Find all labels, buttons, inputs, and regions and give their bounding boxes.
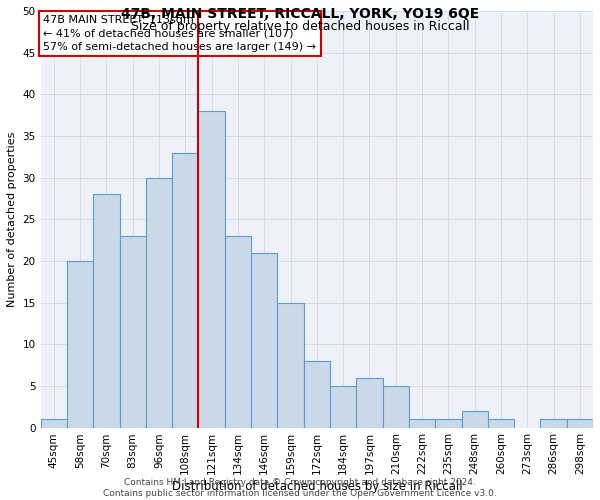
- Bar: [199, 111, 225, 428]
- Bar: [330, 386, 356, 428]
- Bar: [251, 252, 277, 428]
- Y-axis label: Number of detached properties: Number of detached properties: [7, 132, 17, 307]
- Bar: [435, 419, 461, 428]
- Text: Contains HM Land Registry data © Crown copyright and database right 2024.
Contai: Contains HM Land Registry data © Crown c…: [103, 478, 497, 498]
- Bar: [541, 419, 567, 428]
- X-axis label: Distribution of detached houses by size in Riccall: Distribution of detached houses by size …: [172, 480, 462, 493]
- Text: Size of property relative to detached houses in Riccall: Size of property relative to detached ho…: [131, 20, 469, 33]
- Bar: [356, 378, 383, 428]
- Bar: [304, 361, 330, 428]
- Bar: [41, 419, 67, 428]
- Text: 47B, MAIN STREET, RICCALL, YORK, YO19 6QE: 47B, MAIN STREET, RICCALL, YORK, YO19 6Q…: [121, 8, 479, 22]
- Bar: [488, 419, 514, 428]
- Bar: [383, 386, 409, 428]
- Bar: [67, 261, 93, 428]
- Bar: [277, 302, 304, 428]
- Bar: [225, 236, 251, 428]
- Bar: [93, 194, 119, 428]
- Text: 47B MAIN STREET: 113sqm
← 41% of detached houses are smaller (107)
57% of semi-d: 47B MAIN STREET: 113sqm ← 41% of detache…: [43, 15, 316, 52]
- Bar: [409, 419, 435, 428]
- Bar: [567, 419, 593, 428]
- Bar: [119, 236, 146, 428]
- Bar: [461, 411, 488, 428]
- Bar: [172, 152, 199, 428]
- Bar: [146, 178, 172, 428]
